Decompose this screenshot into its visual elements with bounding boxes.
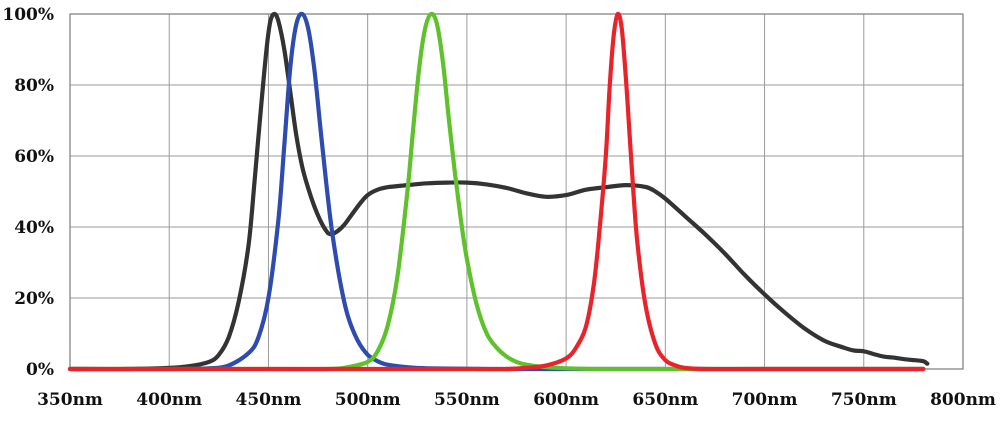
y-tick-label: 0%	[26, 360, 54, 380]
y-tick-label: 20%	[14, 289, 54, 309]
y-tick-label: 40%	[14, 218, 54, 238]
series-line-3	[67, 11, 926, 372]
x-tick-label: 450nm	[236, 390, 302, 410]
x-tick-label: 600nm	[533, 390, 599, 410]
y-tick-label: 60%	[14, 147, 54, 167]
series-line-1	[67, 11, 930, 372]
x-tick-label: 650nm	[632, 390, 698, 410]
x-tick-label: 750nm	[831, 390, 897, 410]
y-tick-label: 80%	[14, 76, 54, 96]
x-tick-label: 800nm	[930, 390, 996, 410]
series-line-2	[67, 11, 926, 372]
y-axis-tick-labels: 0% 20% 40% 60% 80% 100%	[2, 5, 54, 380]
x-axis-tick-labels: 350nm 400nm 450nm 500nm 550nm 600nm 650nm 700nm…	[37, 390, 996, 410]
y-tick-label: 100%	[2, 5, 54, 25]
x-tick-label: 350nm	[37, 390, 103, 410]
series-line-4	[67, 11, 926, 372]
x-tick-label: 500nm	[335, 390, 401, 410]
series-layer	[67, 11, 930, 372]
x-tick-label: 550nm	[434, 390, 500, 410]
x-tick-label: 400nm	[136, 390, 202, 410]
x-tick-label: 700nm	[732, 390, 798, 410]
